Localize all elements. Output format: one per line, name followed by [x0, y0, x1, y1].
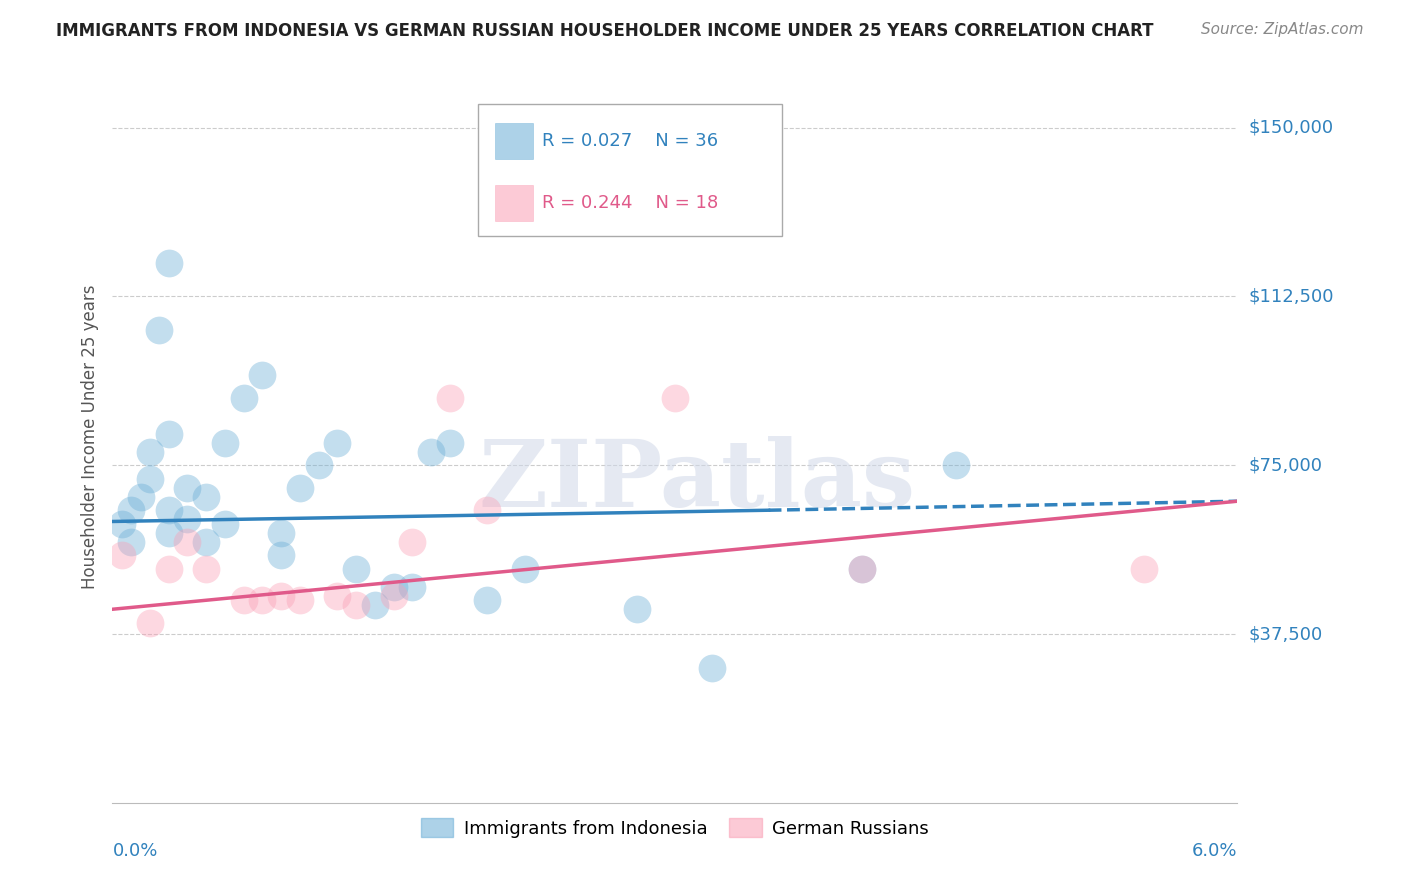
Point: [148, 323, 170, 337]
FancyBboxPatch shape: [478, 104, 782, 235]
Point: [344, 598, 367, 612]
Point: [702, 661, 724, 675]
Point: [176, 534, 198, 549]
Point: [477, 503, 499, 517]
Point: [120, 503, 142, 517]
Point: [120, 534, 142, 549]
Text: $150,000: $150,000: [1249, 119, 1333, 136]
Point: [851, 562, 873, 576]
Text: $75,000: $75,000: [1249, 456, 1323, 475]
Point: [382, 580, 405, 594]
Point: [111, 548, 134, 562]
Point: [364, 598, 387, 612]
Point: [139, 615, 162, 630]
Point: [308, 458, 330, 473]
FancyBboxPatch shape: [495, 123, 533, 159]
Point: [157, 562, 180, 576]
Point: [1132, 562, 1154, 576]
Point: [344, 562, 367, 576]
Point: [945, 458, 967, 473]
Point: [382, 589, 405, 603]
Text: Source: ZipAtlas.com: Source: ZipAtlas.com: [1201, 22, 1364, 37]
Point: [326, 435, 349, 450]
Text: R = 0.244    N = 18: R = 0.244 N = 18: [543, 194, 718, 212]
Point: [157, 426, 180, 441]
Point: [139, 472, 162, 486]
Point: [664, 391, 686, 405]
Point: [288, 481, 311, 495]
Text: 6.0%: 6.0%: [1192, 842, 1237, 860]
Point: [851, 562, 873, 576]
Text: 0.0%: 0.0%: [112, 842, 157, 860]
Point: [401, 580, 423, 594]
Point: [157, 255, 180, 269]
Point: [270, 525, 292, 540]
Text: R = 0.027    N = 36: R = 0.027 N = 36: [543, 132, 718, 150]
Point: [157, 525, 180, 540]
Point: [232, 391, 254, 405]
Legend: Immigrants from Indonesia, German Russians: Immigrants from Indonesia, German Russia…: [413, 811, 936, 845]
Y-axis label: Householder Income Under 25 years: Householder Income Under 25 years: [80, 285, 98, 590]
Point: [270, 548, 292, 562]
Point: [439, 391, 461, 405]
Point: [214, 516, 236, 531]
Point: [195, 562, 218, 576]
Point: [176, 512, 198, 526]
FancyBboxPatch shape: [495, 185, 533, 220]
Point: [232, 593, 254, 607]
Point: [270, 589, 292, 603]
Point: [477, 593, 499, 607]
Point: [626, 602, 648, 616]
Point: [288, 593, 311, 607]
Point: [139, 444, 162, 458]
Text: IMMIGRANTS FROM INDONESIA VS GERMAN RUSSIAN HOUSEHOLDER INCOME UNDER 25 YEARS CO: IMMIGRANTS FROM INDONESIA VS GERMAN RUSS…: [56, 22, 1154, 40]
Point: [176, 481, 198, 495]
Text: $37,500: $37,500: [1249, 625, 1323, 643]
Text: ZIPatlas: ZIPatlas: [479, 436, 915, 526]
Point: [252, 593, 274, 607]
Point: [195, 534, 218, 549]
Point: [214, 435, 236, 450]
Point: [420, 444, 443, 458]
Text: $112,500: $112,500: [1249, 287, 1334, 305]
Point: [513, 562, 536, 576]
Point: [111, 516, 134, 531]
Point: [252, 368, 274, 383]
Point: [439, 435, 461, 450]
Point: [401, 534, 423, 549]
Point: [195, 490, 218, 504]
Point: [326, 589, 349, 603]
Point: [129, 490, 152, 504]
Point: [157, 503, 180, 517]
